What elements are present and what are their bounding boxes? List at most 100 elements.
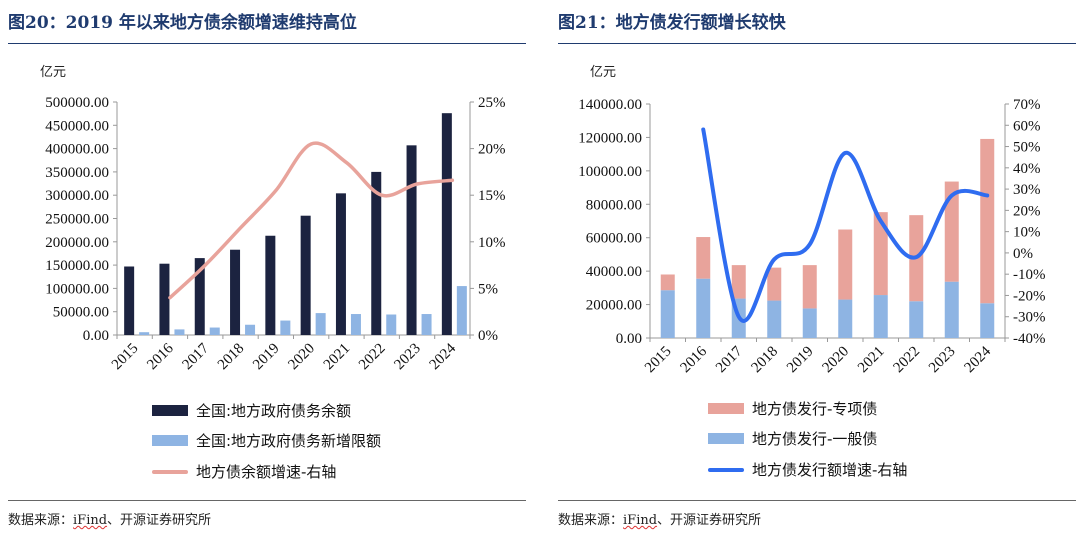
left-right-tick-label: 10%: [478, 235, 506, 251]
right-bar-special-2017: [731, 265, 746, 299]
left-bar-new-limit-2021: [350, 314, 361, 335]
right-bar-general-2023: [944, 281, 959, 338]
left-left-tick-label: 100000.00: [45, 281, 109, 297]
right-right-tick-label: 10%: [1013, 225, 1041, 241]
left-right-tick-label: 5%: [478, 281, 498, 297]
right-right-tick-label: 20%: [1013, 203, 1041, 219]
left-bar-new-limit-2022: [386, 314, 397, 335]
left-source-ifind: iFind: [73, 513, 108, 528]
right-x-tick-label-2017: 2017: [713, 343, 746, 376]
right-source-ifind: iFind: [623, 513, 658, 528]
right-chart-panel: 图21：地方债发行额增长较快 亿元 140000.00 120000.00 10000…: [550, 0, 1080, 537]
left-bar-balance-2017: [194, 258, 205, 335]
left-title-rule: [8, 43, 526, 44]
left-bar-balance-2018: [230, 249, 241, 335]
right-right-tick-label: 30%: [1013, 182, 1041, 198]
right-bar-special-2015: [660, 274, 675, 291]
right-bar-special-2024: [980, 138, 995, 304]
left-source-note: 数据来源：iFind、开源证券研究所: [8, 509, 211, 528]
left-footer-rule: [8, 500, 526, 501]
right-bar-general-2022: [909, 301, 924, 338]
left-left-tick-label: 500000.00: [45, 95, 109, 111]
left-bar-new-limit-2023: [421, 314, 432, 335]
left-chart-panel: 图20：2019 年以来地方债余额增速维持高位 亿元 500000.00 45000…: [0, 0, 530, 537]
right-right-tick-label: 0%: [1013, 246, 1033, 262]
right-footer-rule: [558, 500, 1076, 501]
left-bar-new-limit-2015: [139, 332, 150, 335]
right-source-note: 数据来源：iFind、开源证券研究所: [558, 509, 761, 528]
right-bar-special-2023: [944, 181, 959, 282]
right-bar-general-2024: [980, 303, 995, 338]
right-bar-general-2019: [802, 308, 817, 338]
left-x-tick-label-2019: 2019: [250, 341, 283, 374]
legend-label-issuance-growth: 地方债发行额增速-右轴: [752, 461, 908, 479]
right-right-tick-label: 60%: [1013, 118, 1041, 134]
left-x-tick-label-2023: 2023: [391, 341, 424, 374]
left-left-tick-label: 250000.00: [45, 212, 109, 228]
right-x-tick-label-2024: 2024: [962, 343, 995, 376]
right-legend: 地方债发行-专项债 地方债发行-一般债 地方债发行额增速-右轴: [708, 396, 1068, 488]
right-unit-label: 亿元: [590, 64, 616, 79]
right-left-tick-label: 0.00: [616, 331, 642, 347]
right-left-tick-label: 40000.00: [586, 264, 642, 280]
right-bar-special-2016: [696, 237, 711, 279]
legend-label-balance: 全国:地方政府债务余额: [196, 402, 352, 420]
left-chart-title: 图20：2019 年以来地方债余额增速维持高位: [8, 13, 357, 33]
left-bar-balance-2020: [300, 215, 311, 335]
left-bar-balance-2019: [265, 235, 276, 335]
left-bar-new-limit-2024: [456, 286, 467, 335]
left-bar-new-limit-2018: [245, 324, 256, 335]
left-bar-new-limit-2019: [280, 320, 291, 335]
left-x-tick-label-2015: 2015: [109, 341, 142, 374]
left-bar-balance-2021: [335, 193, 346, 335]
left-bar-balance-2022: [371, 171, 382, 335]
right-right-tick-label: 70%: [1013, 97, 1041, 113]
left-legend: 全国:地方政府债务余额 全国:地方政府债务新增限额 地方债余额增速-右轴: [152, 398, 512, 490]
left-bar-balance-2016: [159, 263, 170, 335]
right-bar-special-2020: [838, 229, 853, 300]
right-right-tick-label: -10%: [1013, 267, 1046, 283]
right-x-tick-label-2016: 2016: [678, 343, 711, 376]
right-bar-general-2015: [660, 290, 675, 338]
right-left-tick-label: 120000.00: [578, 130, 642, 146]
legend-swatch-balance-growth: [152, 470, 188, 474]
right-left-tick-label: 100000.00: [578, 164, 642, 180]
right-bar-special-2018: [767, 267, 782, 301]
legend-label-general: 地方债发行-一般债: [752, 430, 878, 448]
left-x-tick-label-2016: 2016: [144, 340, 177, 373]
right-x-tick-label-2018: 2018: [749, 344, 782, 377]
right-x-tick-label-2021: 2021: [855, 344, 888, 377]
left-left-tick-label: 50000.00: [53, 305, 109, 321]
legend-label-balance-growth: 地方债余额增速-右轴: [196, 463, 337, 481]
right-bar-general-2021: [873, 295, 888, 338]
right-right-tick-label: 50%: [1013, 140, 1041, 156]
right-left-tick-label: 60000.00: [586, 231, 642, 247]
legend-swatch-general: [708, 433, 744, 444]
left-unit-label: 亿元: [40, 64, 66, 79]
left-bar-new-limit-2017: [209, 327, 220, 335]
right-chart: 亿元 140000.00 120000.00 100000.00 80000.00 600…: [578, 64, 1046, 377]
right-bar-special-2021: [873, 212, 888, 296]
left-bar-balance-2015: [124, 266, 135, 335]
legend-label-special: 地方债发行-专项债: [752, 400, 878, 418]
left-bar-new-limit-2016: [174, 329, 185, 335]
left-chart: 亿元 500000.00 450000.00 400000.00 350000.00 30…: [40, 64, 506, 374]
left-left-tick-label: 400000.00: [45, 142, 109, 158]
right-right-tick-label: -30%: [1013, 310, 1046, 326]
left-right-tick-label: 0%: [478, 328, 498, 344]
right-x-tick-label-2023: 2023: [926, 344, 959, 377]
left-x-tick-label-2017: 2017: [180, 340, 213, 373]
left-x-tick-label-2020: 2020: [285, 341, 318, 374]
legend-swatch-new-limit: [152, 435, 188, 446]
left-bar-new-limit-2020: [315, 313, 326, 335]
right-right-tick-label: -40%: [1013, 331, 1046, 347]
left-left-tick-label: 200000.00: [45, 235, 109, 251]
legend-label-new-limit: 全国:地方政府债务新增限额: [196, 432, 382, 450]
right-bar-general-2016: [696, 278, 711, 338]
right-left-tick-label: 20000.00: [586, 298, 642, 314]
left-bar-balance-2024: [441, 113, 452, 336]
right-x-tick-label-2022: 2022: [891, 344, 924, 377]
left-growth-line: [168, 141, 455, 300]
right-chart-title: 图21：地方债发行额增长较快: [558, 13, 786, 33]
left-x-tick-label-2018: 2018: [215, 341, 248, 374]
